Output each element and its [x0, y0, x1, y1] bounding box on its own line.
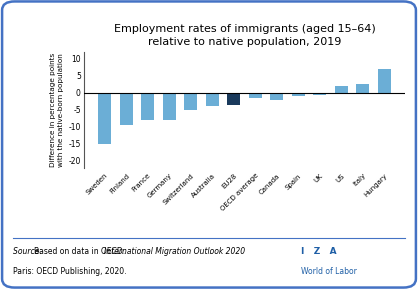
Bar [227, 93, 240, 105]
Text: International Migration Outlook 2020: International Migration Outlook 2020 [104, 247, 246, 256]
Bar [120, 93, 133, 125]
Bar [141, 93, 154, 120]
Text: Based on data in OECD.: Based on data in OECD. [34, 247, 128, 256]
Y-axis label: Difference in percentage points
with the native-born population: Difference in percentage points with the… [50, 53, 64, 167]
Text: World of Labor: World of Labor [301, 267, 357, 276]
Text: Paris: OECD Publishing, 2020.: Paris: OECD Publishing, 2020. [13, 267, 126, 276]
Bar [314, 93, 326, 95]
Text: Source:: Source: [13, 247, 44, 256]
Bar [206, 93, 219, 106]
Bar [98, 93, 111, 144]
Bar [163, 93, 176, 120]
Bar [357, 84, 370, 93]
Title: Employment rates of immigrants (aged 15–64)
relative to native population, 2019: Employment rates of immigrants (aged 15–… [114, 24, 375, 47]
Bar [292, 93, 305, 96]
Text: I   Z   A: I Z A [301, 247, 336, 256]
Bar [184, 93, 197, 110]
Text: .: . [208, 247, 211, 256]
Bar [249, 93, 262, 98]
Bar [335, 86, 348, 93]
Bar [378, 69, 391, 93]
Bar [270, 93, 283, 100]
